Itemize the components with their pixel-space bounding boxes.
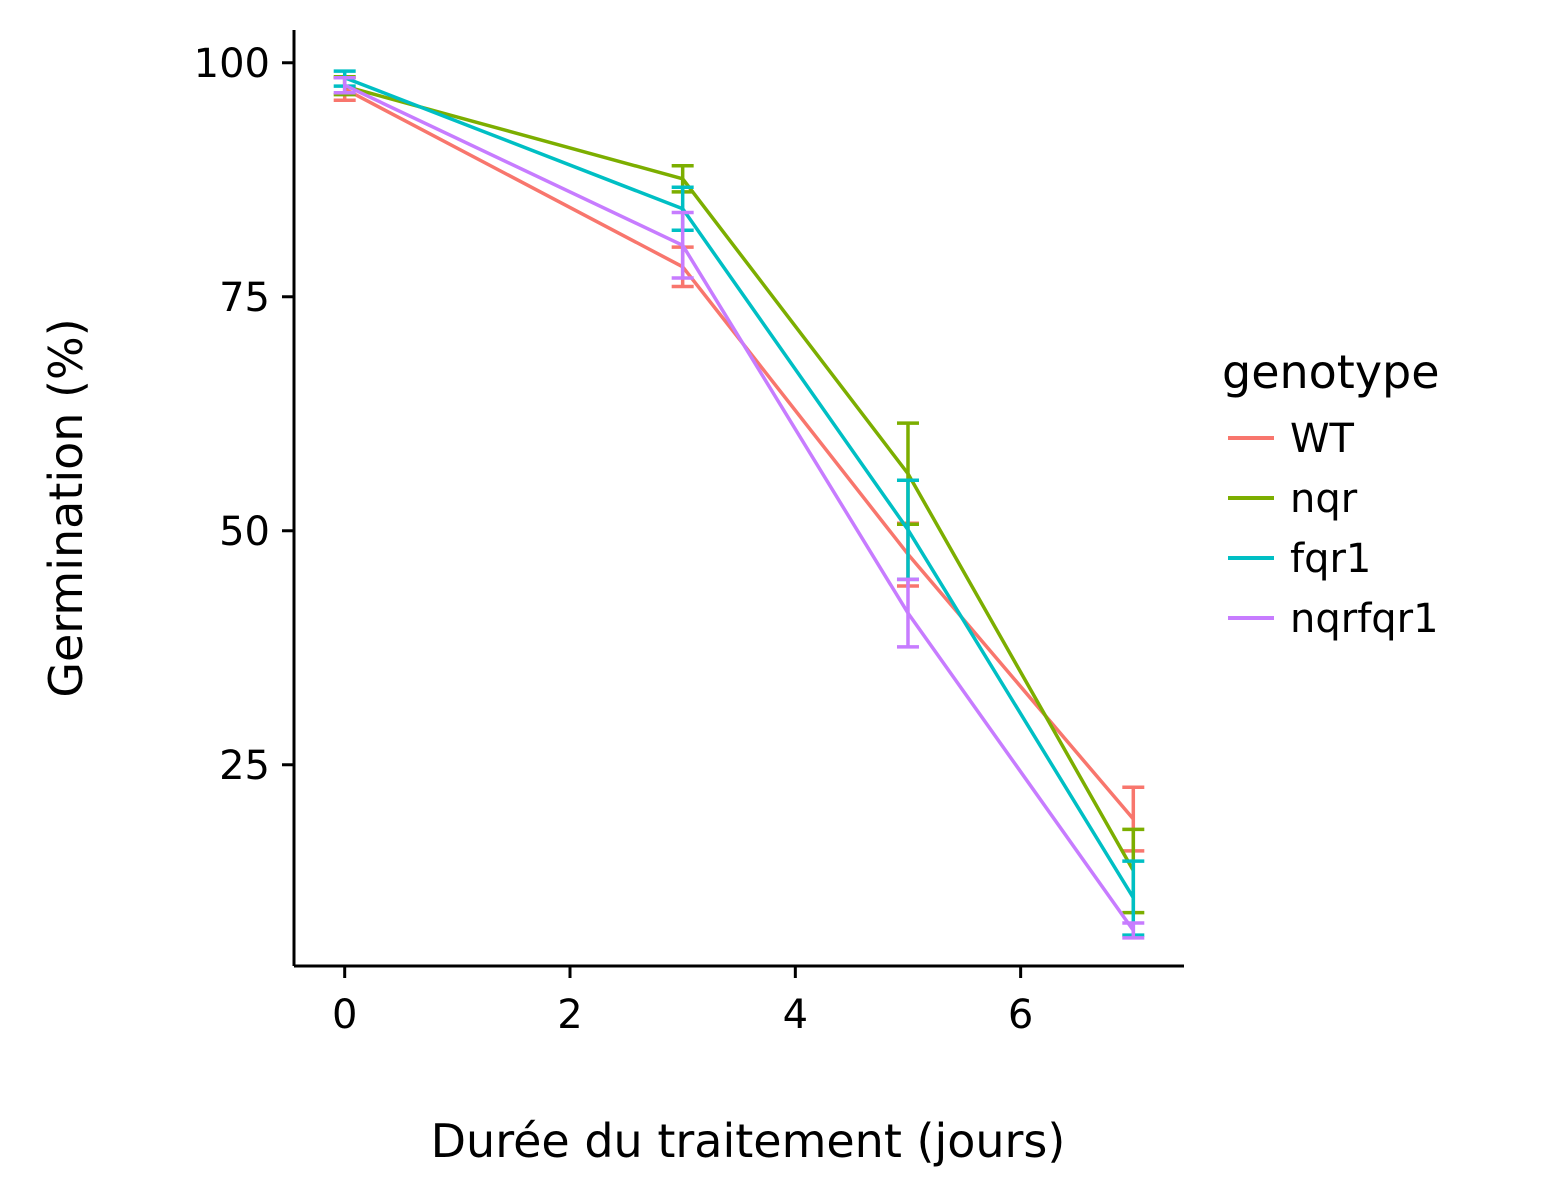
y-tick-label: 25: [219, 743, 270, 789]
error-bar: [1122, 921, 1145, 940]
y-tick-label: 100: [194, 41, 270, 87]
series-WT: [333, 75, 1145, 853]
error-bar: [333, 75, 356, 95]
x-axis-ticks: 0 2 4 6: [332, 966, 1033, 1038]
series-line: [343, 87, 1135, 821]
series-line: [344, 76, 1135, 899]
legend-item-fqr1: fqr1: [1228, 536, 1371, 582]
y-axis-title: Germination (%): [39, 318, 93, 697]
y-axis-ticks: 25 50 75 100: [194, 41, 294, 789]
series-fqr1: [333, 69, 1145, 937]
plot-area: [333, 69, 1145, 940]
legend-label: nqrfqr1: [1290, 596, 1439, 642]
legend-label: WT: [1290, 416, 1355, 462]
y-tick-label: 50: [219, 509, 270, 555]
legend-item-nqrfqr1: nqrfqr1: [1228, 596, 1439, 642]
x-axis-title: Durée du traitement (jours): [431, 1114, 1066, 1168]
x-tick-label: 4: [783, 992, 808, 1038]
legend-title: genotype: [1222, 345, 1440, 399]
series-nqr: [333, 75, 1145, 915]
legend-item-nqr: nqr: [1228, 476, 1358, 522]
legend-label: nqr: [1290, 476, 1358, 522]
x-tick-label: 0: [332, 992, 357, 1038]
legend-label: fqr1: [1290, 536, 1371, 582]
x-tick-label: 2: [557, 992, 582, 1038]
error-bar: [896, 577, 919, 649]
series-line: [343, 83, 1135, 932]
legend-item-WT: WT: [1228, 416, 1355, 462]
series-nqrfqr1: [333, 75, 1145, 940]
error-bar: [671, 210, 694, 280]
series-line: [344, 84, 1135, 872]
y-tick-label: 75: [219, 275, 270, 321]
x-tick-label: 6: [1008, 992, 1033, 1038]
